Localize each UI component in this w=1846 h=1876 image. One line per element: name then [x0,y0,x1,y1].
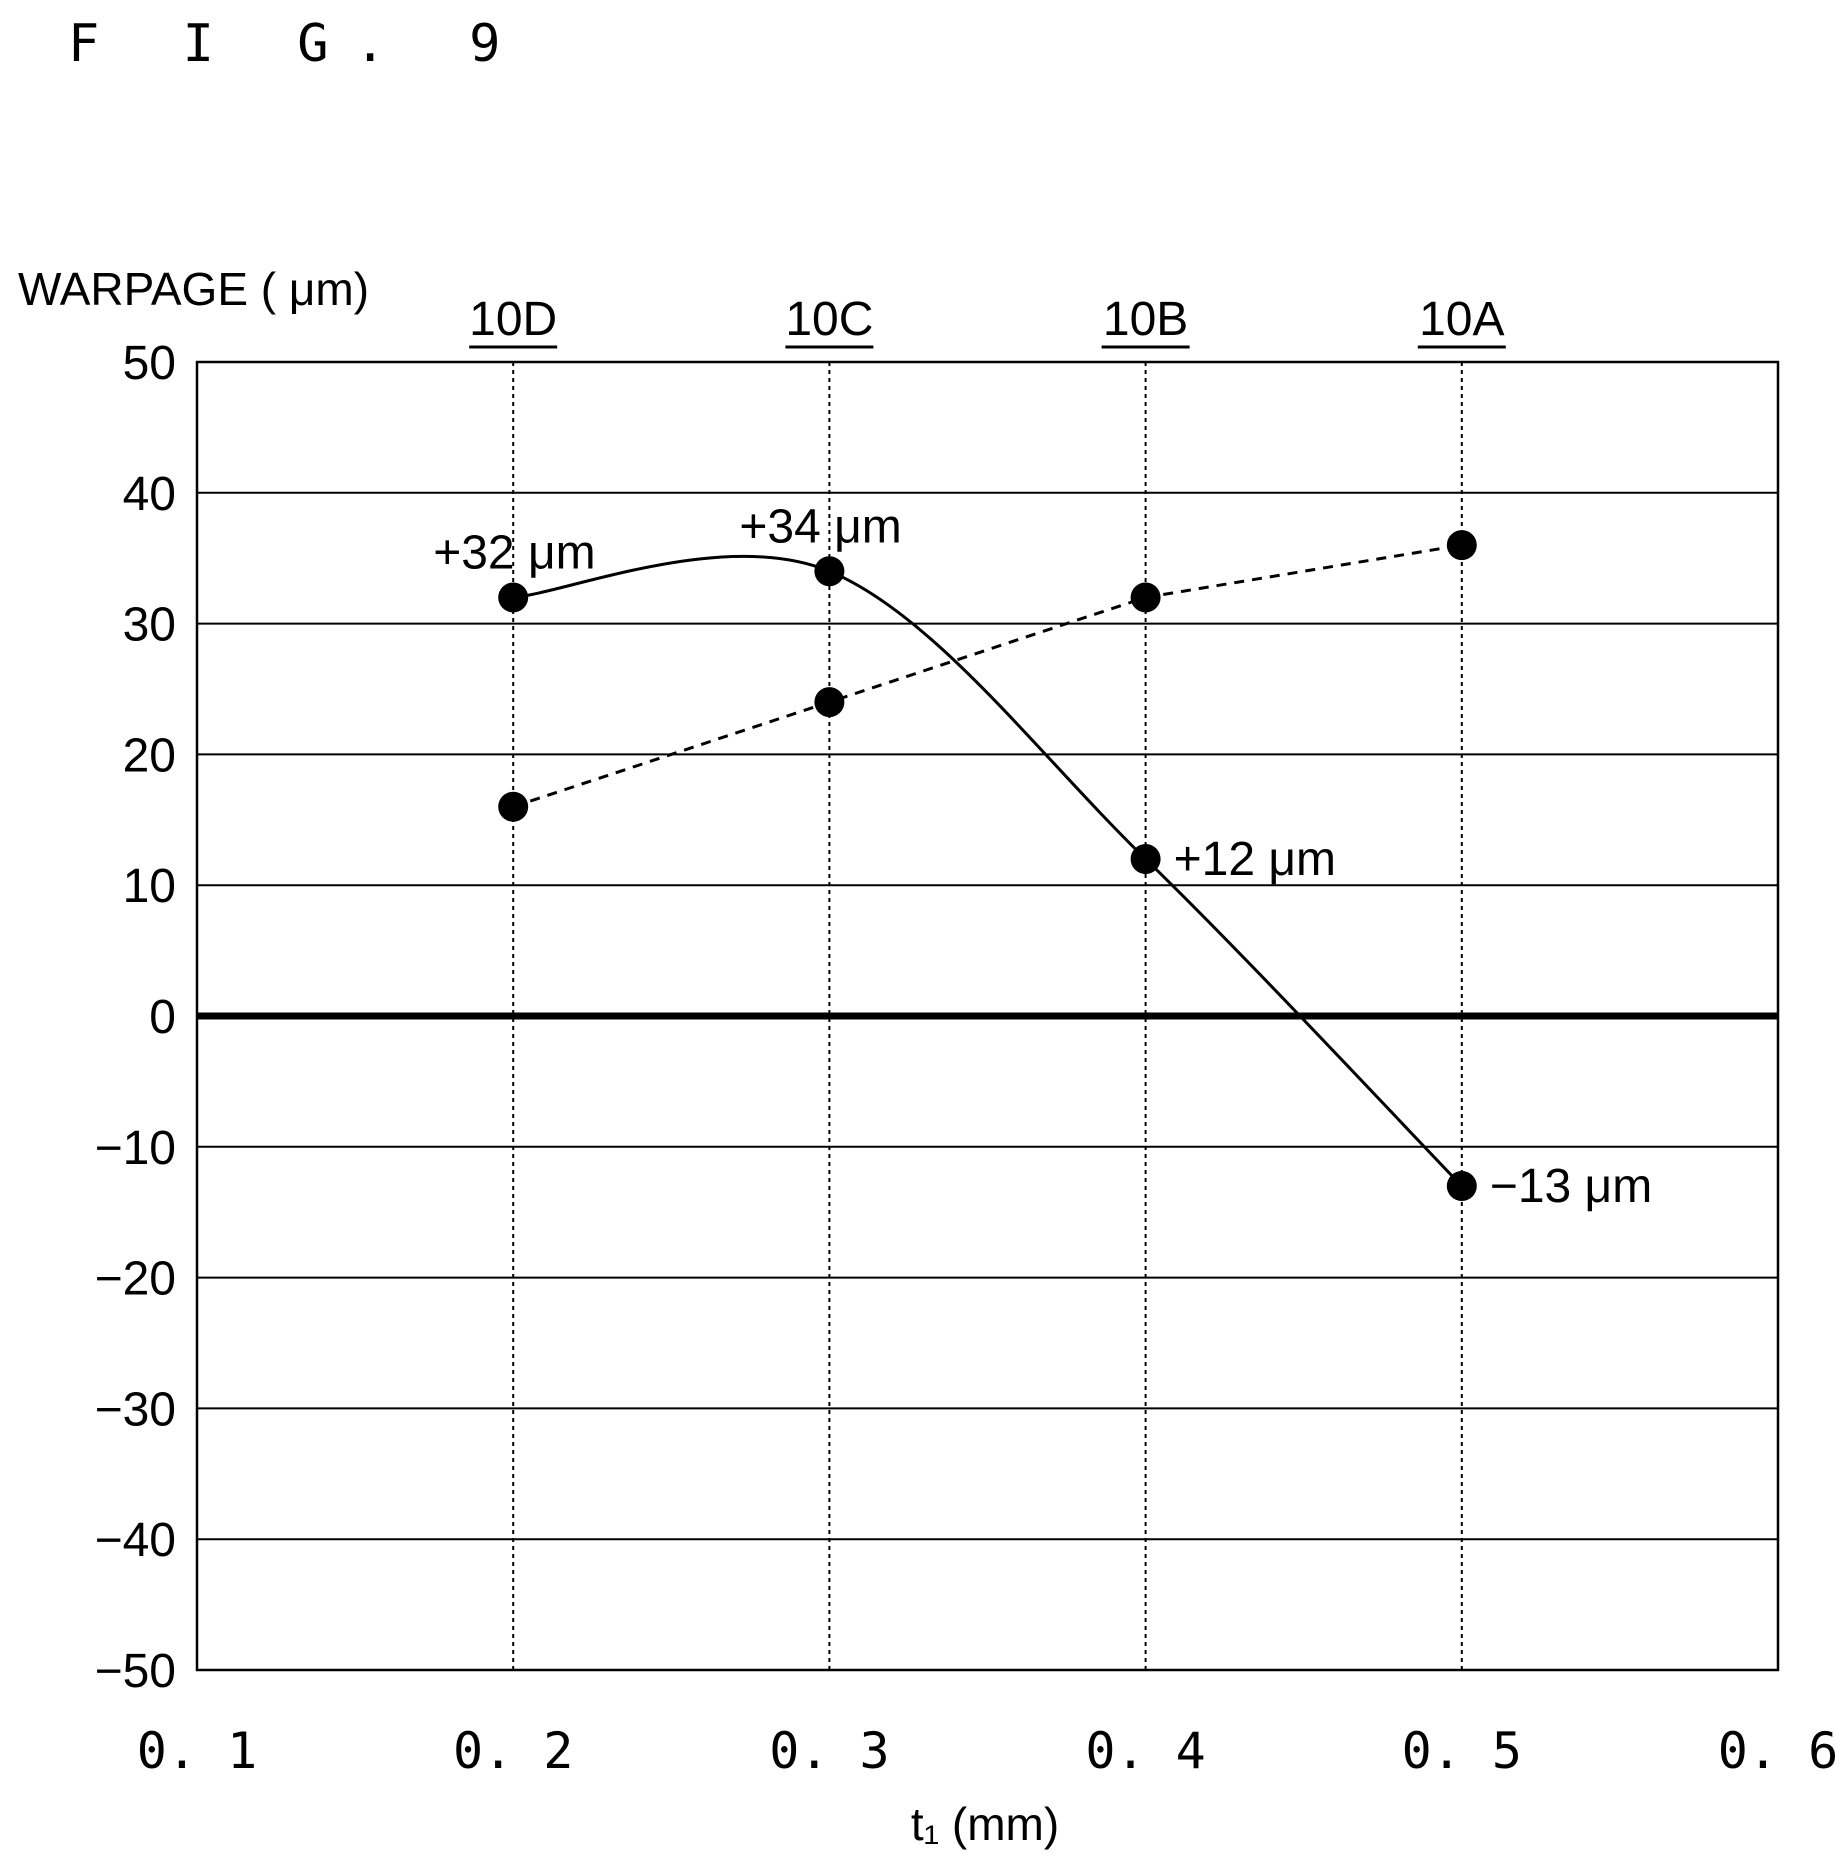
y-tick-label: 30 [123,599,176,652]
y-tick-label: 10 [123,860,176,913]
y-tick-label: −40 [95,1514,176,1567]
data-point [498,791,529,822]
y-tick-label: 50 [123,337,176,390]
y-axis-title: WARPAGE ( μm) [18,263,369,315]
point-annotation: −13 μm [1490,1160,1652,1213]
x-axis-title: t₁ (mm) [911,1798,1059,1850]
y-tick-label: 40 [123,468,176,521]
sample-label: 10C [785,293,873,346]
solid-series-line [513,554,1463,1188]
figure-label: F I G. 9 [68,14,527,74]
chart-labels: 50 40 30 20 10 0 −10 −20 −30 −40 −50 0. 1 0. 2 0. 3 0.… [18,263,1838,1850]
x-tick-label: 0. 1 [137,1722,257,1780]
y-tick-label: −10 [95,1122,176,1175]
sample-label: 10D [469,293,557,346]
y-tick-label: 0 [149,991,176,1044]
data-point [1130,582,1161,613]
axes [195,360,1780,1672]
data-point [814,687,845,718]
y-tick-label: −50 [95,1645,176,1698]
x-tick-label: 0. 3 [769,1722,889,1780]
y-tick-label: 20 [123,729,176,782]
x-tick-label: 0. 4 [1085,1722,1205,1780]
point-annotation: +34 μm [739,500,901,553]
x-tick-label: 0. 6 [1718,1722,1838,1780]
series-layer [498,530,1477,1202]
dashed-series-line [512,543,1463,809]
y-tick-label: −20 [95,1253,176,1306]
data-point [1130,844,1161,875]
point-annotation: +32 μm [433,526,595,579]
x-tick-label: 0. 5 [1402,1722,1522,1780]
y-tick-label: −30 [95,1383,176,1436]
data-point [498,582,529,613]
data-point [814,556,845,587]
sample-label: 10B [1103,293,1188,346]
data-point [1446,1171,1477,1202]
x-tick-label: 0. 2 [453,1722,573,1780]
point-annotation: +12 μm [1174,833,1336,886]
data-point [1446,530,1477,561]
sample-label: 10A [1419,293,1504,346]
